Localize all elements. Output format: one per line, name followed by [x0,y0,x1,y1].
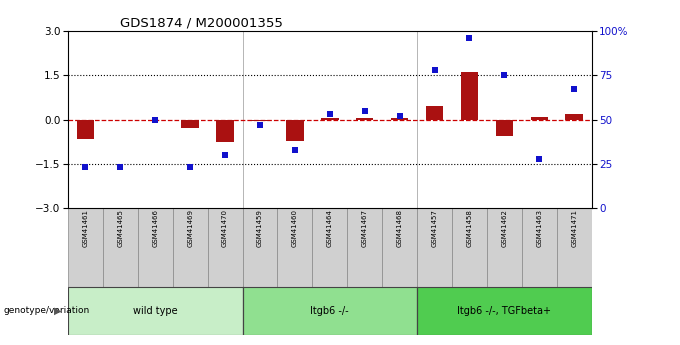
Bar [356,118,373,120]
Text: GSM41468: GSM41468 [396,209,403,247]
Bar [68,208,103,287]
Bar [417,208,452,287]
Text: GSM41460: GSM41460 [292,209,298,247]
Text: GSM41461: GSM41461 [82,209,88,247]
Bar [173,208,207,287]
Bar [103,208,138,287]
Bar [68,287,243,335]
Bar [461,72,478,120]
Bar [487,208,522,287]
Bar [321,118,339,120]
Bar [138,208,173,287]
Text: GSM41458: GSM41458 [466,209,473,247]
Text: GDS1874 / M200001355: GDS1874 / M200001355 [120,17,284,30]
Bar [391,118,408,120]
Bar [565,114,583,120]
Text: Itgb6 -/-, TGFbeta+: Itgb6 -/-, TGFbeta+ [458,306,551,316]
Text: GSM41470: GSM41470 [222,209,228,247]
Bar [557,208,592,287]
Text: GSM41465: GSM41465 [118,209,123,247]
Bar [312,208,347,287]
Text: GSM41469: GSM41469 [187,209,193,247]
Text: GSM41462: GSM41462 [501,209,507,247]
Bar [286,120,303,141]
Text: ▶: ▶ [54,306,62,316]
Bar [207,208,243,287]
Text: GSM41464: GSM41464 [327,209,333,247]
Text: GSM41457: GSM41457 [432,209,437,247]
Bar [243,208,277,287]
Bar [530,117,548,120]
Text: GSM41459: GSM41459 [257,209,263,247]
Bar [182,120,199,128]
Bar [496,120,513,136]
Bar [243,287,417,335]
Bar [417,287,592,335]
Text: GSM41463: GSM41463 [537,209,542,247]
Bar [382,208,417,287]
Text: wild type: wild type [133,306,177,316]
Text: GSM41467: GSM41467 [362,209,368,247]
Text: genotype/variation: genotype/variation [3,306,90,315]
Bar [426,106,443,120]
Bar [347,208,382,287]
Bar [77,120,94,139]
Bar [252,120,269,121]
Bar [452,208,487,287]
Bar [522,208,557,287]
Bar [277,208,312,287]
Text: GSM41466: GSM41466 [152,209,158,247]
Bar [216,120,234,142]
Text: Itgb6 -/-: Itgb6 -/- [311,306,349,316]
Text: GSM41471: GSM41471 [571,209,577,247]
